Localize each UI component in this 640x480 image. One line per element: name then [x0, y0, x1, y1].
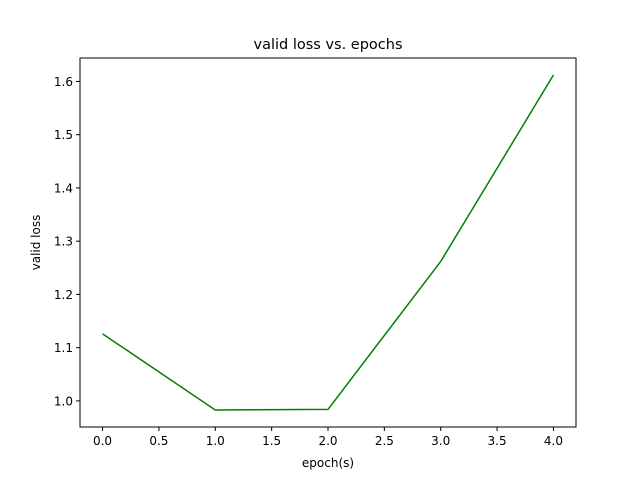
x-tick-label: 4.0	[544, 434, 563, 448]
y-tick-label: 1.5	[54, 128, 73, 142]
x-tick-label: 3.0	[431, 434, 450, 448]
x-tick-label: 2.5	[375, 434, 394, 448]
x-tick-label: 2.0	[318, 434, 337, 448]
chart-title: valid loss vs. epochs	[253, 37, 402, 53]
plot-frame	[79, 57, 577, 428]
series-line	[102, 74, 555, 411]
y-axis-ticks: 1.0 1.1 1.2 1.3 1.4 1.5 1.6	[54, 75, 80, 408]
x-tick-label: 0.5	[149, 434, 168, 448]
y-tick-label: 1.2	[54, 288, 73, 302]
y-tick-label: 1.3	[54, 235, 73, 249]
x-tick-label: 0.0	[93, 434, 112, 448]
y-axis-label: valid loss	[29, 215, 43, 271]
plot-area: 0.0 0.5 1.0 1.5 2.0 2.5 3.0 3.5 4.0 1.0 1.1 1.2 1.3…	[54, 57, 577, 448]
y-tick-label: 1.6	[54, 75, 73, 89]
y-tick-label: 1.1	[54, 341, 73, 355]
y-tick-label: 1.4	[54, 181, 73, 195]
x-axis-label: epoch(s)	[302, 456, 354, 470]
x-tick-label: 1.0	[206, 434, 225, 448]
x-tick-label: 3.5	[488, 434, 507, 448]
x-tick-label: 1.5	[262, 434, 281, 448]
y-tick-label: 1.0	[54, 394, 73, 408]
series-layer	[102, 74, 555, 411]
x-axis-ticks: 0.0 0.5 1.0 1.5 2.0 2.5 3.0 3.5 4.0	[93, 427, 563, 448]
